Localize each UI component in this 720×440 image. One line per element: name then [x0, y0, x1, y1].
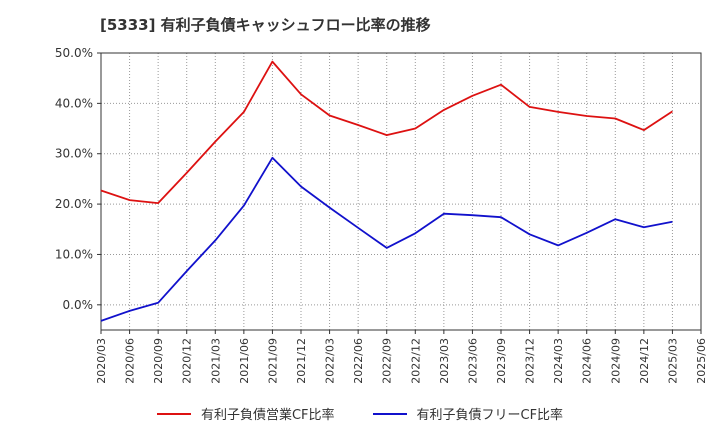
y-tick-label: 50.0%: [55, 46, 93, 60]
grid: [100, 52, 702, 330]
x-tick-label: 2021/06: [238, 338, 251, 384]
legend: 有利子負債営業CF比率 有利子負債フリーCF比率: [0, 404, 720, 423]
y-tick-label: 0.0%: [63, 298, 94, 312]
x-tick-label: 2023/06: [466, 338, 479, 384]
x-tick-label: 2022/09: [381, 338, 394, 384]
legend-label-operating-cf: 有利子負債営業CF比率: [200, 408, 335, 423]
legend-swatch-red: [156, 412, 191, 415]
x-tick-label: 2022/06: [352, 338, 365, 384]
x-tick-label: 2020/03: [95, 338, 108, 384]
x-tick-label: 2020/12: [181, 338, 194, 384]
y-tick-label: 30.0%: [55, 147, 93, 161]
x-tick-labels: 2020/03 2020/06 2020/09 2020/12 2021/03 2021/…: [95, 338, 708, 384]
x-tick-label: 2023/12: [524, 338, 537, 384]
x-tick-label: 2021/09: [266, 338, 279, 384]
x-tick-label: 2021/03: [209, 338, 222, 384]
chart-title: [5333] 有利子負債キャッシュフロー比率の推移: [100, 16, 431, 34]
legend-swatch-blue: [372, 412, 407, 415]
legend-item-free-cf: 有利子負債フリーCF比率: [372, 404, 564, 423]
y-tick-label: 40.0%: [55, 96, 93, 110]
series-lines: [100, 60, 673, 322]
y-tick-labels: 0.0% 10.0% 20.0% 30.0% 40.0% 50.0%: [55, 46, 93, 312]
x-tick-label: 2021/12: [295, 338, 308, 384]
x-tick-label: 2025/06: [695, 338, 708, 384]
x-tick-label: 2022/03: [324, 338, 337, 384]
legend-label-free-cf: 有利子負債フリーCF比率: [416, 408, 564, 423]
x-tick-label: 2020/06: [124, 338, 137, 384]
plot-frame: [100, 52, 702, 331]
plot-area: [101, 53, 701, 330]
x-tick-label: 2023/03: [438, 338, 451, 384]
x-tick-label: 2024/09: [609, 338, 622, 384]
x-tick-label: 2023/09: [495, 338, 508, 384]
x-tick-label: 2024/12: [638, 338, 651, 384]
x-tick-label: 2024/03: [552, 338, 565, 384]
legend-item-operating-cf: 有利子負債営業CF比率: [156, 404, 335, 423]
axes: [97, 52, 702, 334]
x-tick-label: 2022/12: [409, 338, 422, 384]
x-tick-label: 2020/09: [152, 338, 165, 384]
x-tick-label: 2024/06: [581, 338, 594, 384]
y-tick-label: 20.0%: [55, 197, 93, 211]
x-tick-label: 2025/03: [666, 338, 679, 384]
y-tick-label: 10.0%: [55, 247, 93, 261]
line-chart: 0.0%10.0%20.0%30.0%40.0%50.0% 2020/03 202…: [55, 46, 708, 384]
